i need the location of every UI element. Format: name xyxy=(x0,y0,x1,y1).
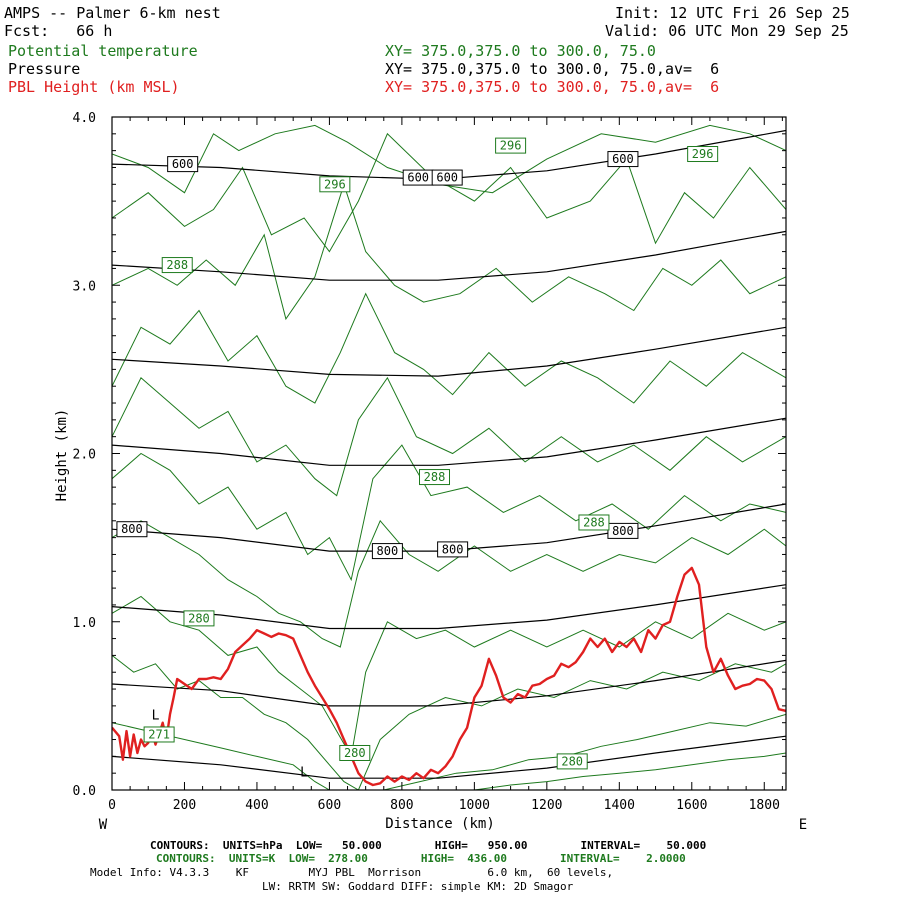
init-time: Init: 12 UTC Fri 26 Sep 25 xyxy=(615,4,850,22)
y-tick-label: 3.0 xyxy=(73,279,96,294)
theta-contour xyxy=(112,655,786,790)
theta-contour xyxy=(112,376,786,497)
theta-label: 288 xyxy=(424,470,446,484)
theta-label: 296 xyxy=(692,147,714,161)
xsection-pbl: XY= 375.0,375.0 to 300.0, 75.0,av= 6 xyxy=(385,78,720,96)
low-marker: L xyxy=(300,766,308,781)
pressure-contour-700 xyxy=(112,326,786,377)
y-axis-label: Height (km) xyxy=(54,409,70,502)
xsection-pressure: XY= 375.0,375.0 to 300.0, 75.0,av= 6 xyxy=(385,60,720,78)
theta-label: 280 xyxy=(344,746,366,760)
forecast-hour: Fcst: 66 h xyxy=(4,22,113,40)
theta-label: 296 xyxy=(500,139,522,153)
theta-contour xyxy=(383,713,786,790)
y-tick-label: 2.0 xyxy=(73,448,96,463)
theta-contour xyxy=(112,132,786,253)
valid-time: Valid: 06 UTC Mon 29 Sep 25 xyxy=(605,22,849,40)
theta-label-box xyxy=(495,137,527,154)
theta-label: 296 xyxy=(324,177,346,191)
east-label: E xyxy=(799,817,807,833)
theta-contour xyxy=(112,595,786,758)
footer-model-info: Model Info: V4.3.3 KF MYJ PBL Morrison 6… xyxy=(90,866,614,879)
theta-label-box xyxy=(143,726,175,743)
x-tick-label: 1400 xyxy=(604,798,635,813)
footer-pressure-contours: CONTOURS: UNITS=hPa LOW= 50.000 HIGH= 95… xyxy=(150,839,707,852)
theta-label-box xyxy=(339,744,371,761)
west-label: W xyxy=(99,817,108,833)
pressure-label: 800 xyxy=(377,544,399,558)
theta-contour xyxy=(112,519,786,648)
pressure-label: 600 xyxy=(407,171,429,185)
theta-label-box xyxy=(161,257,193,274)
theta-contour xyxy=(474,752,786,790)
x-axis-label: Distance (km) xyxy=(385,816,495,832)
pressure-contour-650 xyxy=(112,230,786,281)
theta-label: 280 xyxy=(561,754,583,768)
pressure-contour-900 xyxy=(112,659,786,707)
pressure-label: 600 xyxy=(172,157,194,171)
theta-label-box xyxy=(419,469,451,486)
y-tick-label: 4.0 xyxy=(73,111,96,126)
pressure-label-box xyxy=(431,169,463,186)
low-marker: L xyxy=(152,708,160,723)
x-tick-label: 600 xyxy=(318,798,341,813)
x-tick-label: 400 xyxy=(245,798,268,813)
legend-pressure: Pressure xyxy=(8,60,81,78)
legend-theta: Potential temperature xyxy=(8,42,198,60)
x-tick-label: 1000 xyxy=(459,798,490,813)
pressure-label-box xyxy=(167,156,199,173)
x-tick-label: 1800 xyxy=(749,798,780,813)
x-tick-label: 200 xyxy=(173,798,196,813)
pressure-label-box xyxy=(371,543,403,560)
xsection-theta: XY= 375.0,375.0 to 300.0, 75.0 xyxy=(385,42,656,60)
theta-contour xyxy=(112,444,786,582)
theta-label: 288 xyxy=(583,515,605,529)
pressure-label: 600 xyxy=(436,171,458,185)
pbl-height-line xyxy=(112,566,786,787)
pressure-label-box xyxy=(116,521,148,538)
x-tick-label: 800 xyxy=(390,798,413,813)
theta-label: 280 xyxy=(188,611,210,625)
theta-contour xyxy=(112,292,786,404)
x-tick-label: 1200 xyxy=(531,798,562,813)
plot-title: AMPS -- Palmer 6-km nest xyxy=(4,4,221,22)
y-tick-label: 1.0 xyxy=(73,616,96,631)
pressure-label-box xyxy=(437,541,469,558)
pressure-contour-750 xyxy=(112,417,786,466)
x-tick-label: 0 xyxy=(108,798,116,813)
pressure-label-box xyxy=(607,522,639,539)
legend-pbl: PBL Height (km MSL) xyxy=(8,78,180,96)
pressure-label-box xyxy=(607,151,639,168)
pressure-contour-850 xyxy=(112,584,786,630)
theta-label: 271 xyxy=(148,727,170,741)
theta-label-box xyxy=(319,176,351,193)
theta-label-box xyxy=(578,514,610,531)
theta-contour xyxy=(112,124,786,194)
y-tick-label: 0.0 xyxy=(73,784,96,799)
pressure-label: 800 xyxy=(121,522,143,536)
theta-label: 288 xyxy=(166,258,188,272)
pressure-contour-950 xyxy=(112,735,786,779)
pressure-label: 600 xyxy=(612,152,634,166)
x-tick-label: 1600 xyxy=(676,798,707,813)
pressure-label: 800 xyxy=(442,542,464,556)
theta-label-box xyxy=(687,146,719,163)
theta-label-box xyxy=(556,753,588,770)
footer-theta-contours: CONTOURS: UNITS=K LOW= 278.00 HIGH= 436.… xyxy=(156,852,686,865)
pressure-label: 800 xyxy=(612,524,634,538)
footer-physics: LW: RRTM SW: Goddard DIFF: simple KM: 2D… xyxy=(262,880,574,893)
theta-contour xyxy=(112,182,786,321)
theta-label-box xyxy=(183,610,215,627)
